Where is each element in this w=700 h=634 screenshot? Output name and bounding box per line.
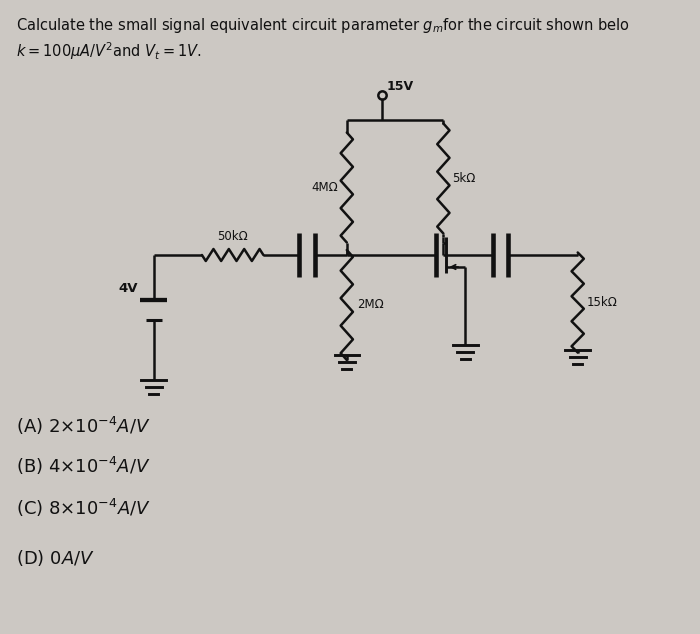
Text: (A) $2{\times}10^{-4}A/V$: (A) $2{\times}10^{-4}A/V$: [16, 415, 150, 437]
Text: $k = 100\mu A/V^2$and $V_t = 1V$.: $k = 100\mu A/V^2$and $V_t = 1V$.: [16, 40, 202, 61]
Text: 4V: 4V: [118, 282, 138, 295]
Text: 50kΩ: 50kΩ: [217, 230, 248, 243]
Text: 15V: 15V: [386, 80, 414, 93]
Text: (B) $4{\times}10^{-4}A/V$: (B) $4{\times}10^{-4}A/V$: [16, 455, 150, 477]
Text: 4MΩ: 4MΩ: [312, 181, 338, 194]
Text: Calculate the small signal equivalent circuit parameter $g_m$for the circuit sho: Calculate the small signal equivalent ci…: [16, 16, 630, 35]
Text: (D) $0A/V$: (D) $0A/V$: [16, 548, 94, 568]
Text: 15kΩ: 15kΩ: [587, 296, 617, 309]
Text: 2MΩ: 2MΩ: [357, 299, 384, 311]
Text: 5kΩ: 5kΩ: [452, 172, 475, 185]
Text: (C) $8{\times}10^{-4}A/V$: (C) $8{\times}10^{-4}A/V$: [16, 497, 150, 519]
